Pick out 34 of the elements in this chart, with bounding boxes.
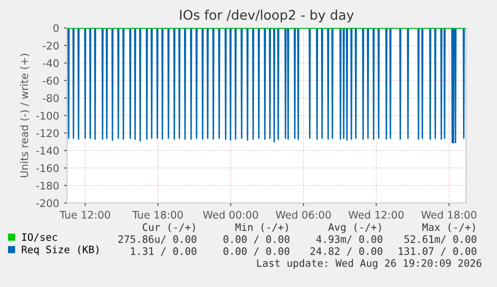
y-tick-label: -100 xyxy=(36,112,59,120)
x-tick-label: Wed 06:00 xyxy=(276,210,331,219)
x-tick-label: Wed 00:00 xyxy=(203,210,258,219)
text: Cur (-/+) xyxy=(142,223,195,232)
text: Max (-/+) xyxy=(422,223,475,232)
y-tick-label: -140 xyxy=(36,146,59,155)
text: Last update: Wed Aug 26 19:20:09 2026 xyxy=(257,259,482,269)
legend-label: IO/sec xyxy=(22,233,57,242)
x-tick-label: Tue 18:00 xyxy=(132,210,183,219)
y-tick-label: -200 xyxy=(36,199,59,208)
y-tick-label: -80 xyxy=(42,94,59,102)
text: Avg (-/+) xyxy=(328,223,381,233)
text: Min (-/+) xyxy=(235,223,288,232)
y-tick-label: -160 xyxy=(36,164,59,172)
text: 0.00 / 0.00 xyxy=(224,235,290,244)
text: 1.31 / 0.00 xyxy=(131,247,196,256)
y-tick-label: -120 xyxy=(36,129,59,138)
x-tick-label: Tue 12:00 xyxy=(60,210,110,219)
y-tick-label: -20 xyxy=(42,42,59,50)
text: 24.82 / 0.00 xyxy=(310,247,382,256)
text: 52.61m/ 0.00 xyxy=(404,235,476,244)
text: 4.93m/ 0.00 xyxy=(316,235,382,244)
text: 275.86u/ 0.00 xyxy=(118,235,196,244)
y-tick-label: -40 xyxy=(42,59,59,68)
x-tick-label: Wed 12:00 xyxy=(348,210,404,219)
x-tick-label: Wed 18:00 xyxy=(421,210,476,219)
legend-label: Req Size (KB) xyxy=(22,245,98,256)
y-tick-label: -60 xyxy=(42,76,59,85)
y-axis-title: Units read (-) / write (+) xyxy=(20,54,30,178)
y-tick-label: 0 xyxy=(53,24,59,32)
chart-title: IOs for /dev/loop2 - by day xyxy=(180,10,354,22)
text: 0.00 / 0.00 xyxy=(224,247,290,256)
text: 131.07 / 0.00 xyxy=(398,247,476,256)
y-tick-label: -180 xyxy=(36,182,59,190)
